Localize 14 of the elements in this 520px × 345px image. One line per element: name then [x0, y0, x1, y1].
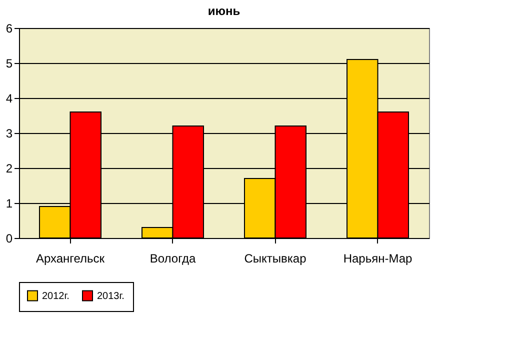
y-tick-label: 3 — [6, 126, 13, 140]
y-tick-label: 0 — [6, 232, 13, 246]
x-tick-label: Нарьян-Мар — [343, 252, 413, 266]
chart-title: июнь — [208, 4, 240, 18]
x-tick-label: Вологда — [150, 252, 196, 266]
y-tick-label: 1 — [6, 196, 13, 210]
y-tick-label: 4 — [6, 92, 13, 106]
x-tick-label: Архангельск — [36, 252, 106, 266]
x-tick-label: Сыктывкар — [244, 252, 307, 266]
y-tick-label: 6 — [6, 22, 13, 36]
legend-label: 2012г. — [42, 290, 70, 302]
y-tick-label: 5 — [6, 56, 13, 70]
legend-label: 2013г. — [97, 290, 124, 302]
y-tick-label: 2 — [6, 162, 13, 176]
